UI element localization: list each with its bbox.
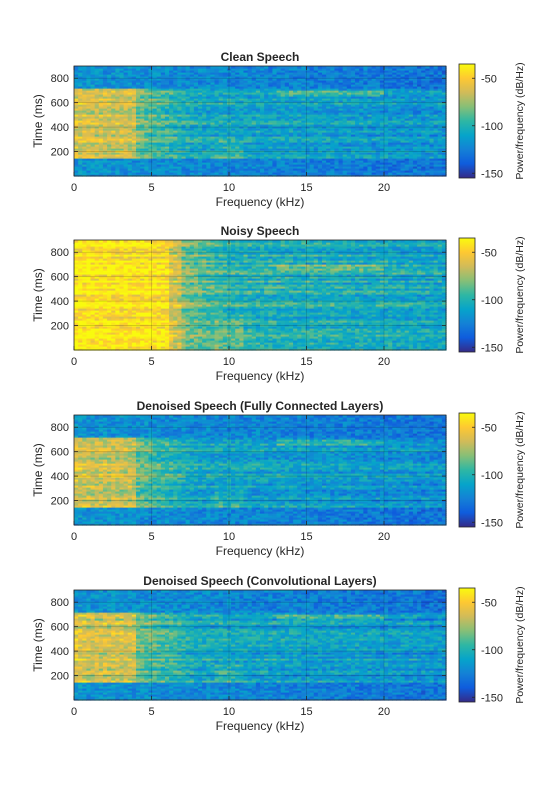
y-tick-label: 600: [51, 98, 69, 110]
colorbar-gradient: [459, 64, 475, 178]
y-tick-label: 800: [51, 73, 69, 85]
colorbar-tick-label: -50: [481, 73, 497, 85]
x-tick-label: 20: [378, 182, 390, 194]
x-tick-label: 10: [223, 182, 235, 194]
chart-title: Clean Speech: [221, 50, 300, 64]
spectrogram-panel-1: 0 5 10 15 20 200 400 600 800 Clean Speech Frequenc…: [31, 50, 526, 209]
colorbar-tick-label: -100: [481, 121, 503, 133]
y-tick-label: 200: [51, 147, 69, 159]
y-axis-label: Time (ms): [31, 94, 45, 148]
x-tick-label: 0: [71, 182, 77, 194]
x-tick-label: 15: [300, 182, 312, 194]
heatmap-cells: [74, 66, 447, 177]
x-axis-label: Frequency (kHz): [216, 195, 305, 209]
y-tick-label: 400: [51, 122, 69, 134]
x-tick-label: 5: [148, 182, 154, 194]
